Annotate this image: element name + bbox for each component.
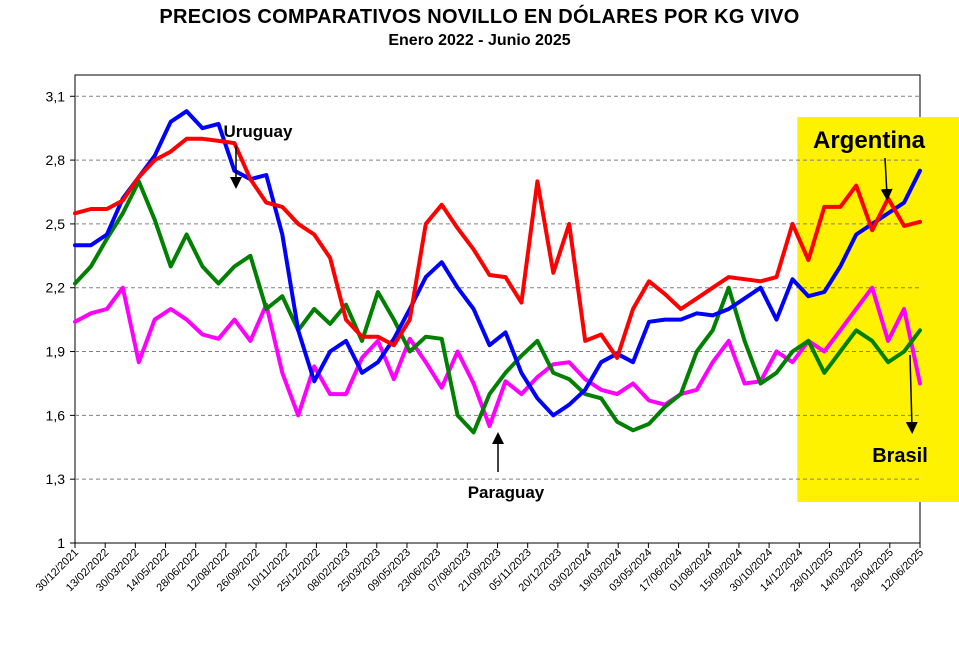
y-tick-label: 3,1 xyxy=(46,88,66,104)
annotation-label-uruguay: Uruguay xyxy=(224,122,294,141)
annotation-label-brasil: Brasil xyxy=(872,445,928,467)
plot-area xyxy=(75,75,920,543)
y-tick-label: 1,3 xyxy=(46,471,66,487)
y-tick-label: 2,5 xyxy=(46,216,66,232)
y-tick-label: 2,2 xyxy=(46,280,66,296)
y-tick-label: 1,9 xyxy=(46,344,66,360)
y-tick-label: 1,6 xyxy=(46,407,66,423)
y-tick-label: 1 xyxy=(57,535,65,551)
y-tick-label: 2,8 xyxy=(46,152,66,168)
plot-border xyxy=(75,75,920,543)
annotation-label-paraguay: Paraguay xyxy=(468,483,545,502)
annotation-label-argentina: Argentina xyxy=(813,127,926,154)
